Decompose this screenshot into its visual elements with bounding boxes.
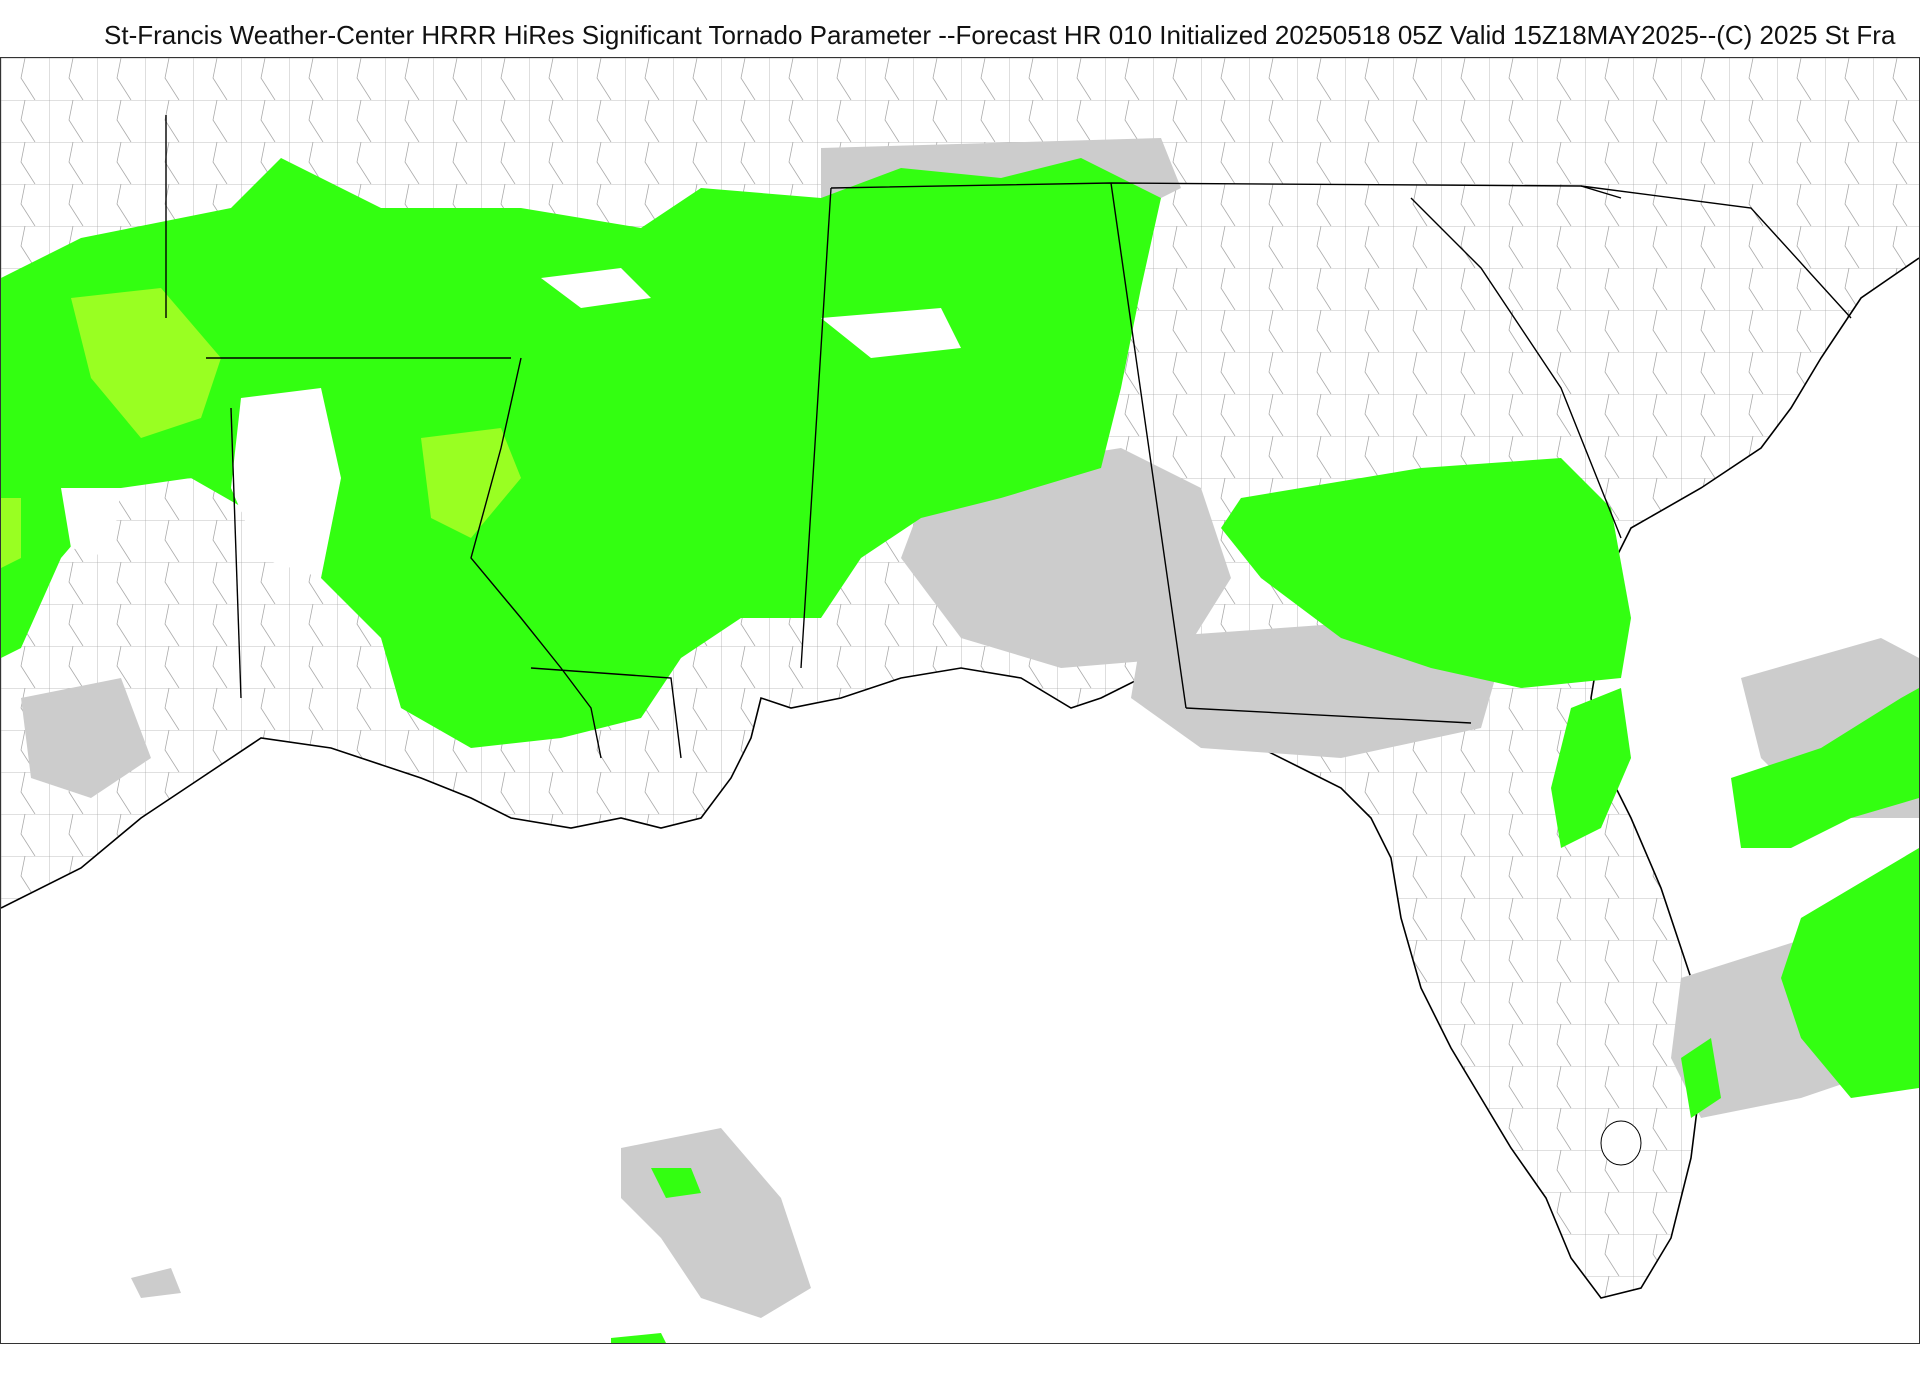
yellow-green-region-mississippi — [421, 428, 521, 538]
grey-region-alabama — [901, 448, 1231, 668]
clear-regions — [61, 268, 961, 578]
state-border-tx-la — [230, 407, 242, 699]
map-title: St-Francis Weather-Center HRRR HiRes Sig… — [104, 20, 1896, 50]
state-border-la-ms — [530, 667, 682, 759]
green-region-gulf-small — [651, 1168, 701, 1198]
state-border-tn-al-ga — [830, 182, 1622, 199]
state-border-ms-al — [800, 187, 832, 669]
lake-okeechobee — [1600, 1120, 1642, 1166]
weather-map — [1, 58, 1919, 1343]
green-fill-regions — [1, 158, 1919, 1343]
clear-region-arkansas — [231, 388, 341, 578]
clear-region-tennessee — [541, 268, 651, 308]
green-region-atlantic-small — [1681, 1038, 1721, 1118]
state-borders — [165, 115, 1852, 759]
state-border-fl-ga — [1185, 707, 1472, 724]
state-border-nc-sc — [1580, 185, 1852, 319]
green-region-gulf-bottom — [611, 1333, 666, 1343]
yellow-green-fill-regions — [1, 288, 521, 568]
state-border-al-ga — [1110, 182, 1187, 709]
state-border-ga-sc — [1410, 197, 1622, 539]
clear-region-texas — [61, 488, 121, 558]
state-border-mississippi-river — [470, 357, 602, 759]
green-region-florida-coast — [1551, 688, 1631, 848]
green-region-georgia-carolina — [1221, 458, 1631, 688]
grey-region-texas — [21, 678, 151, 798]
clear-region-alabama-north — [821, 308, 961, 358]
yellow-green-region-edge — [1, 498, 21, 568]
green-region-atlantic-south — [1781, 848, 1919, 1098]
green-region-main — [1, 158, 1161, 748]
grey-region-gulf-small — [131, 1268, 181, 1298]
map-panel — [0, 57, 1920, 1344]
yellow-green-region-west — [71, 288, 221, 438]
green-region-atlantic-east — [1731, 688, 1919, 848]
